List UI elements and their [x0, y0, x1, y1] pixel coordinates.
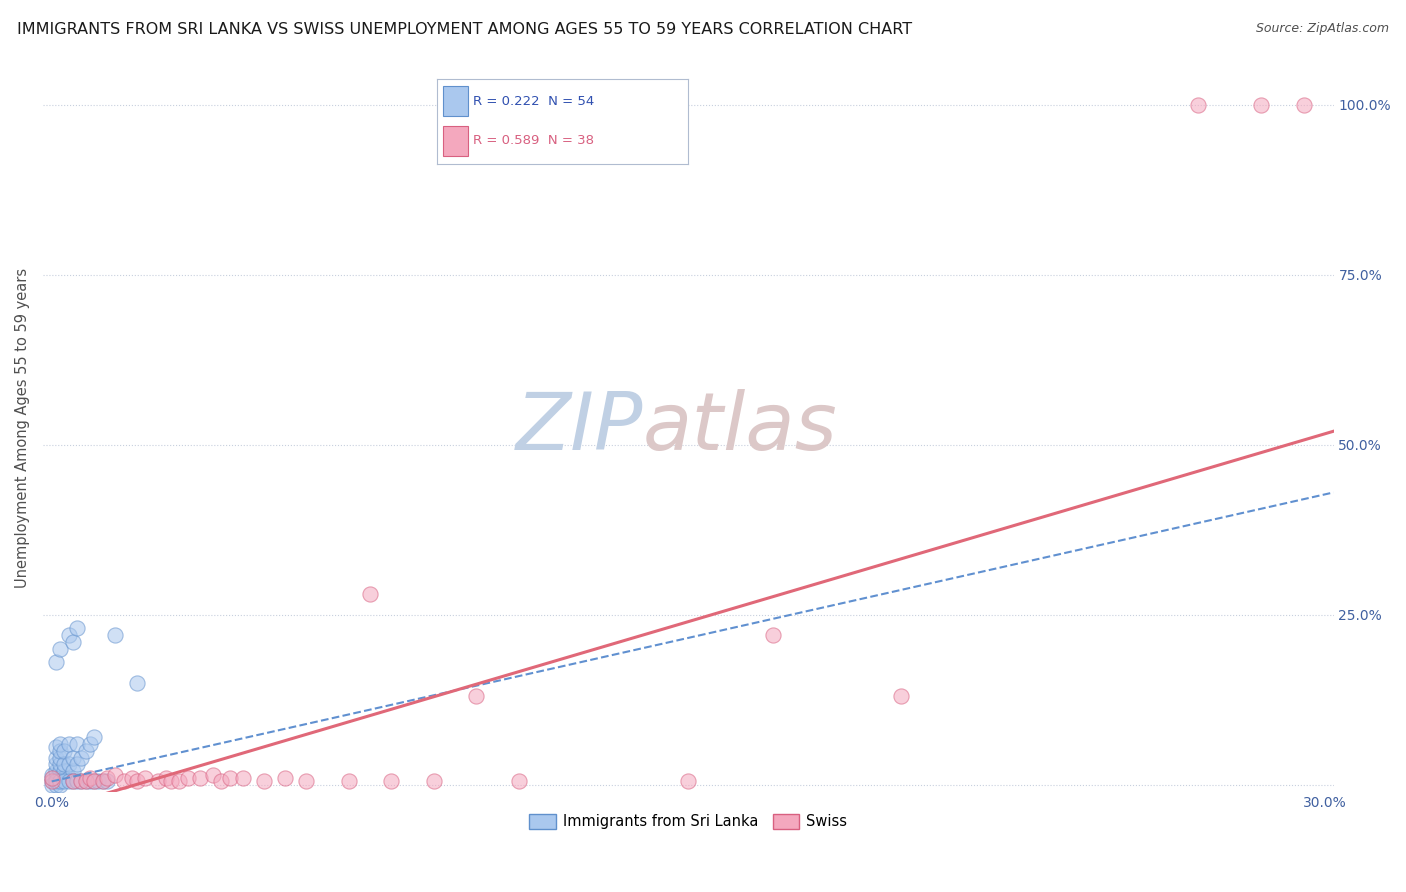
- Point: [87, 774, 110, 789]
- Point: [79, 774, 101, 789]
- Point: [62, 750, 84, 764]
- Point: [422, 774, 444, 789]
- Point: [295, 774, 318, 789]
- Point: [66, 737, 89, 751]
- Point: [188, 771, 211, 785]
- Point: [75, 744, 97, 758]
- Point: [167, 774, 190, 789]
- Point: [465, 690, 488, 704]
- Point: [41, 774, 63, 789]
- Text: ZIP: ZIP: [516, 389, 643, 467]
- Point: [49, 737, 72, 751]
- Point: [53, 764, 76, 779]
- Point: [176, 771, 198, 785]
- Point: [41, 774, 63, 789]
- Point: [112, 774, 135, 789]
- Point: [79, 771, 101, 785]
- Point: [45, 774, 67, 789]
- Point: [53, 774, 76, 789]
- Point: [53, 744, 76, 758]
- Point: [890, 690, 912, 704]
- Point: [83, 730, 105, 744]
- Point: [62, 774, 84, 789]
- Point: [45, 656, 67, 670]
- Point: [49, 757, 72, 772]
- Point: [41, 767, 63, 781]
- Point: [104, 767, 127, 781]
- Point: [96, 774, 118, 789]
- Point: [58, 771, 80, 785]
- Text: atlas: atlas: [643, 389, 838, 467]
- Point: [70, 750, 93, 764]
- Point: [274, 771, 297, 785]
- Point: [49, 774, 72, 789]
- Point: [49, 744, 72, 758]
- Point: [1292, 98, 1315, 112]
- Point: [41, 778, 63, 792]
- Point: [62, 764, 84, 779]
- Point: [232, 771, 254, 785]
- Point: [41, 771, 63, 785]
- Point: [70, 774, 93, 789]
- Point: [91, 774, 114, 789]
- Point: [79, 737, 101, 751]
- Point: [49, 771, 72, 785]
- Point: [58, 757, 80, 772]
- Point: [146, 774, 169, 789]
- Point: [66, 774, 89, 789]
- Point: [380, 774, 402, 789]
- Point: [83, 774, 105, 789]
- Point: [201, 767, 224, 781]
- Point: [678, 774, 700, 789]
- Point: [104, 628, 127, 642]
- Point: [66, 757, 89, 772]
- Point: [91, 774, 114, 789]
- Legend: Immigrants from Sri Lanka, Swiss: Immigrants from Sri Lanka, Swiss: [523, 808, 853, 835]
- Point: [45, 771, 67, 785]
- Point: [53, 757, 76, 772]
- Point: [45, 740, 67, 755]
- Point: [66, 622, 89, 636]
- Point: [508, 774, 530, 789]
- Text: Source: ZipAtlas.com: Source: ZipAtlas.com: [1256, 22, 1389, 36]
- Point: [1250, 98, 1272, 112]
- Point: [359, 587, 381, 601]
- Point: [134, 771, 156, 785]
- Point: [75, 774, 97, 789]
- Text: IMMIGRANTS FROM SRI LANKA VS SWISS UNEMPLOYMENT AMONG AGES 55 TO 59 YEARS CORREL: IMMIGRANTS FROM SRI LANKA VS SWISS UNEMP…: [17, 22, 912, 37]
- Point: [70, 774, 93, 789]
- Point: [211, 774, 233, 789]
- Point: [58, 628, 80, 642]
- Point: [762, 628, 785, 642]
- Point: [121, 771, 143, 785]
- Point: [125, 675, 148, 690]
- Point: [219, 771, 242, 785]
- Point: [62, 635, 84, 649]
- Point: [62, 774, 84, 789]
- Point: [1187, 98, 1209, 112]
- Point: [159, 774, 181, 789]
- Point: [155, 771, 177, 785]
- Point: [49, 750, 72, 764]
- Point: [49, 764, 72, 779]
- Point: [125, 774, 148, 789]
- Point: [96, 771, 118, 785]
- Point: [75, 774, 97, 789]
- Point: [41, 771, 63, 785]
- Point: [45, 774, 67, 789]
- Point: [49, 641, 72, 656]
- Point: [253, 774, 276, 789]
- Point: [45, 778, 67, 792]
- Point: [45, 750, 67, 764]
- Point: [49, 774, 72, 789]
- Point: [53, 771, 76, 785]
- Point: [49, 778, 72, 792]
- Point: [45, 764, 67, 779]
- Y-axis label: Unemployment Among Ages 55 to 59 years: Unemployment Among Ages 55 to 59 years: [15, 268, 30, 588]
- Point: [58, 737, 80, 751]
- Point: [45, 757, 67, 772]
- Point: [83, 774, 105, 789]
- Point: [337, 774, 360, 789]
- Point: [58, 774, 80, 789]
